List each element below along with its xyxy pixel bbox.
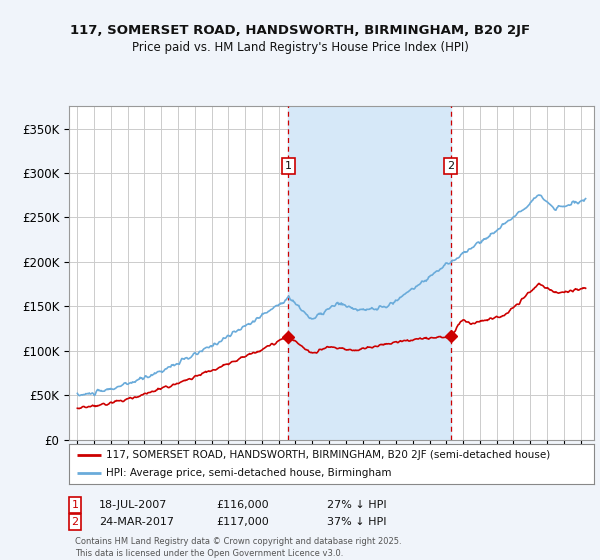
Text: 27% ↓ HPI: 27% ↓ HPI: [327, 500, 386, 510]
Text: 37% ↓ HPI: 37% ↓ HPI: [327, 517, 386, 527]
Text: 1: 1: [285, 161, 292, 171]
Text: £116,000: £116,000: [216, 500, 269, 510]
Text: Price paid vs. HM Land Registry's House Price Index (HPI): Price paid vs. HM Land Registry's House …: [131, 41, 469, 54]
Text: 2: 2: [71, 517, 79, 527]
Text: 1: 1: [71, 500, 79, 510]
Text: £117,000: £117,000: [216, 517, 269, 527]
Text: 117, SOMERSET ROAD, HANDSWORTH, BIRMINGHAM, B20 2JF (semi-detached house): 117, SOMERSET ROAD, HANDSWORTH, BIRMINGH…: [106, 450, 550, 460]
Bar: [289, 106, 451, 440]
Text: 24-MAR-2017: 24-MAR-2017: [99, 517, 174, 527]
Text: Contains HM Land Registry data © Crown copyright and database right 2025.
This d: Contains HM Land Registry data © Crown c…: [75, 537, 401, 558]
Text: 2: 2: [447, 161, 454, 171]
Text: 117, SOMERSET ROAD, HANDSWORTH, BIRMINGHAM, B20 2JF: 117, SOMERSET ROAD, HANDSWORTH, BIRMINGH…: [70, 24, 530, 38]
Text: 18-JUL-2007: 18-JUL-2007: [99, 500, 167, 510]
Text: HPI: Average price, semi-detached house, Birmingham: HPI: Average price, semi-detached house,…: [106, 468, 391, 478]
